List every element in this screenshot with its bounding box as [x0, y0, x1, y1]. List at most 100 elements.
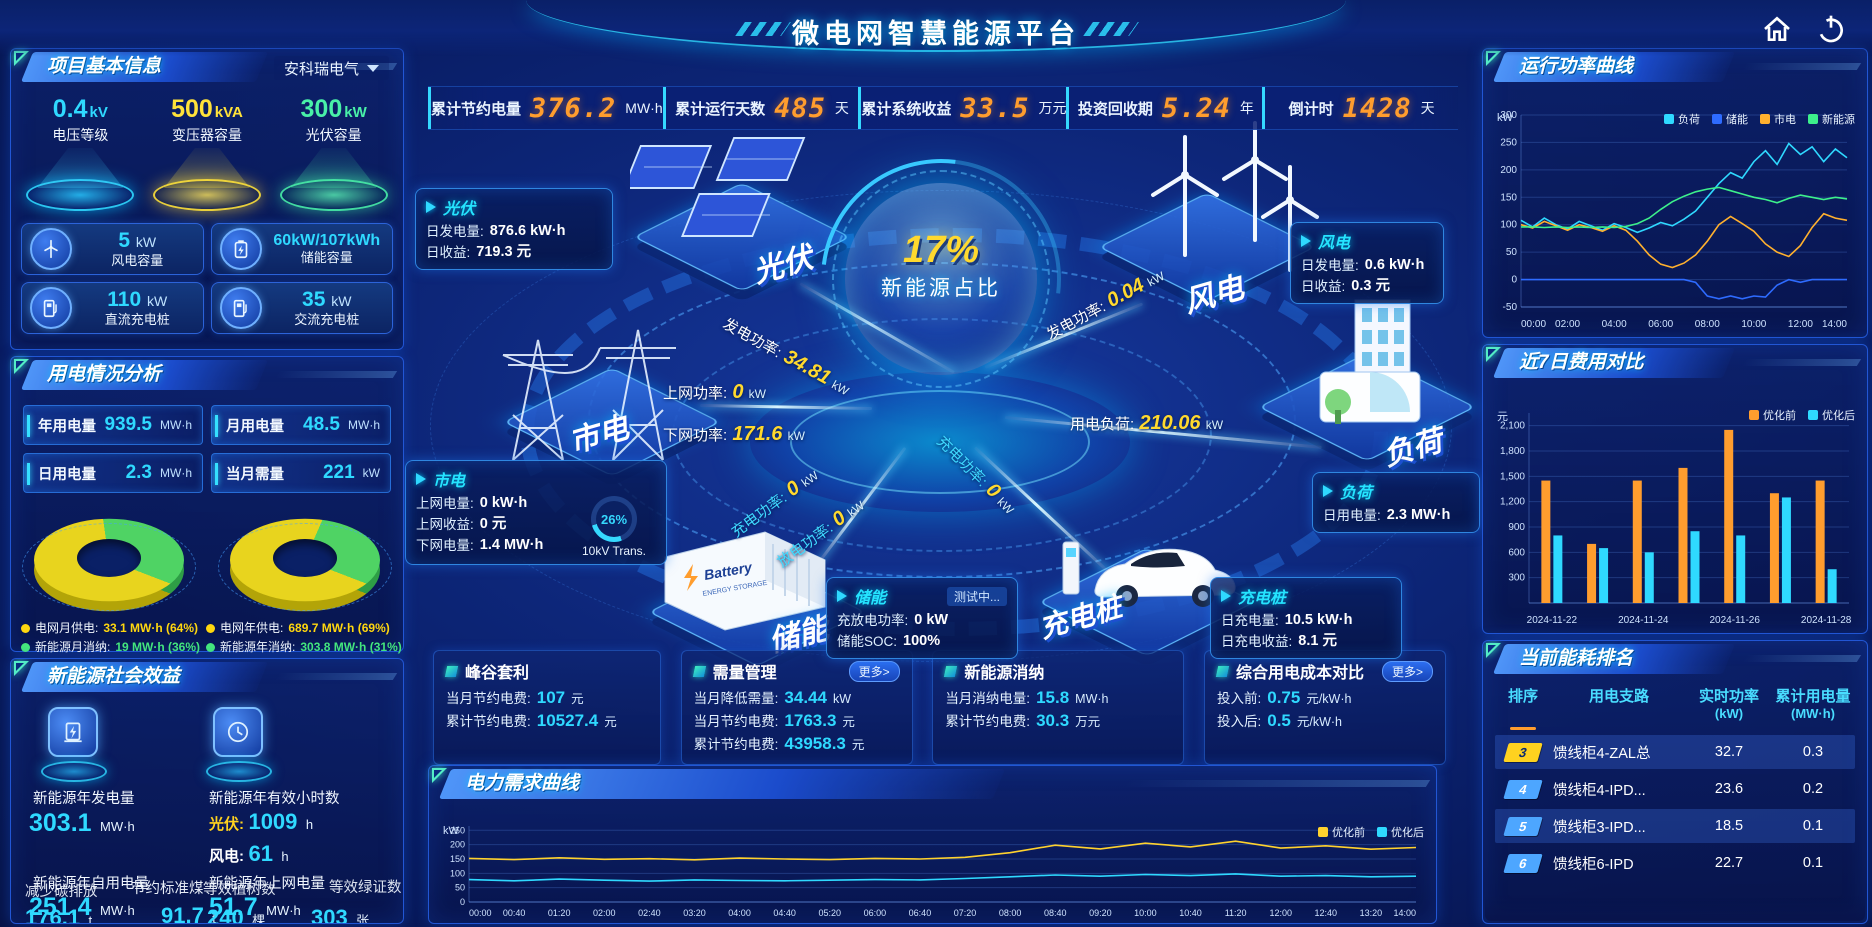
title-decor-icon	[1083, 22, 1139, 36]
legend-item: 储能	[1712, 111, 1748, 127]
table-row[interactable]: 3 馈线柜4-ZAL总 32.7 0.3	[1495, 735, 1855, 769]
chevron-right-icon	[1323, 485, 1333, 497]
summary-unit: MW·h	[1075, 692, 1109, 706]
legend-swatch-icon	[1749, 410, 1759, 420]
more-button[interactable]: 更多>	[1381, 660, 1433, 682]
svg-text:00:40: 00:40	[503, 908, 526, 918]
info-row: 上网电量: 0 kW·h	[416, 493, 572, 514]
summary-value: 0.5	[1267, 711, 1291, 730]
capacity-card-text: 5 kW 风电容量	[80, 229, 195, 268]
benefit-label: 减少碳排放	[25, 884, 98, 900]
svg-text:08:00: 08:00	[1695, 319, 1720, 329]
panel-corner-icon	[14, 661, 29, 676]
legend-value: 303.8 MW·h (31%)	[300, 640, 402, 654]
summary-label: 累计节约电费:	[446, 714, 531, 729]
table-row[interactable]: 5 馈线柜3-IPD... 18.5 0.1	[1495, 809, 1855, 843]
chart-legend: 负荷 储能 市电 新能源	[1664, 111, 1855, 127]
gauge-ring: 26%	[591, 496, 637, 542]
summary-label: 当月消纳电量:	[945, 691, 1031, 706]
branch-cell: 馈线柜4-ZAL总	[1553, 745, 1651, 762]
legend-swatch-icon	[1808, 114, 1818, 124]
svg-text:2024-11-22: 2024-11-22	[1527, 615, 1578, 625]
summary-value: 107	[536, 688, 566, 707]
panel-title: 新能源社会效益	[47, 666, 181, 687]
legend-label: 新能源年消纳:	[220, 640, 296, 654]
building-icon	[1300, 290, 1450, 445]
usage-stat-value: 939.5	[104, 414, 152, 435]
info-row: 日收益: 719.3 元	[426, 242, 602, 263]
svg-text:1,800: 1,800	[1500, 446, 1525, 457]
grid-up-flow: 上网功率: 0 kW	[663, 381, 766, 403]
capacity-cards: 5 kW 风电容量 60kW/107kWh 储能容量 110 kW 直流充电桩 35 kW 交…	[11, 211, 403, 334]
info-row: 日发电量: 0.6 kW·h	[1301, 255, 1433, 276]
kpi-stats-bar: 累计节约电量 376.2 MW·h 累计运行天数 485 天累计系统收益 33.5 万元 投资回…	[428, 86, 1458, 130]
info-value: 8.1 元	[1298, 633, 1337, 649]
summary-label: 投入前:	[1216, 691, 1262, 706]
gauge-label: 10kV Trans.	[581, 544, 647, 558]
yearly-supply-donut-chart	[218, 507, 392, 612]
summary-unit: 元/kW·h	[1296, 715, 1343, 729]
panel-demand-curve: 电力需求曲线 kW 优化前 优化后 250 200 150 100 50 0 00:00 00:…	[428, 765, 1437, 924]
title-bar: 微电网智慧能源平台	[0, 0, 1872, 56]
renewable-percentage: 17%	[902, 229, 980, 271]
status-badge: 测试中...	[946, 586, 1007, 606]
panel-corner-icon	[1486, 643, 1501, 658]
usage-stat-item: 日用电量 2.3 MW·h	[23, 453, 203, 493]
home-icon[interactable]	[1760, 13, 1796, 47]
sort-indicator[interactable]	[1510, 727, 1536, 730]
svg-text:300: 300	[1508, 573, 1525, 584]
legend-label: 新能源	[1822, 114, 1855, 126]
summary-label: 累计节约电费:	[945, 714, 1031, 729]
diamond-icon	[1215, 665, 1230, 677]
info-value: 1.4 MW·h	[479, 537, 544, 553]
branch-cell: 馈线柜6-IPD	[1553, 856, 1634, 873]
summary-row: 累计节约电费: 43958.3 元	[694, 733, 900, 756]
rank-cell: 5	[1495, 816, 1551, 836]
top-stat-value: 5.24	[1161, 92, 1231, 124]
benefit-value: 240 棵	[207, 905, 266, 924]
power-cell: 32.7	[1714, 744, 1744, 760]
info-value: 10.5 kW·h	[1284, 612, 1353, 628]
ev-car-icon	[1035, 512, 1255, 627]
summary-cards-row: 峰谷套利 当月节约电费: 107 元累计节约电费: 10527.4 元需量管理 更多> 当月降…	[433, 650, 1446, 765]
legend-label: 电网年供电:	[220, 621, 284, 635]
more-button[interactable]: 更多>	[848, 660, 900, 682]
ranking-column-header: 排序	[1507, 688, 1538, 705]
svg-text:300: 300	[1500, 110, 1517, 121]
info-rows: 日充电量: 10.5 kW·h 日充电收益: 8.1 元	[1221, 610, 1391, 652]
table-row[interactable]: 6 馈线柜6-IPD 22.7 0.1	[1495, 846, 1855, 880]
svg-text:06:00: 06:00	[864, 908, 887, 918]
capacity-card: 35 kW 交流充电桩	[210, 282, 393, 334]
diamond-icon	[444, 665, 459, 677]
usage-stat-value: 2.3	[125, 462, 152, 483]
company-dropdown[interactable]: 安科瑞电气	[273, 56, 389, 80]
info-row: 上网收益: 0 元	[416, 514, 572, 535]
info-label: 日发电量:	[426, 224, 484, 239]
svg-text:150: 150	[1500, 192, 1517, 203]
summary-card-header: 新能源消纳	[944, 659, 1171, 683]
capacity-unit: kW	[331, 293, 352, 310]
svg-text:02:00: 02:00	[1555, 319, 1580, 329]
svg-text:02:00: 02:00	[593, 908, 616, 918]
info-rows: 充放电功率: 0 kW 储能SOC: 100%	[837, 610, 1007, 652]
svg-text:11:20: 11:20	[1225, 908, 1247, 918]
power-towers-icon	[468, 310, 718, 475]
svg-text:2024-11-28: 2024-11-28	[1801, 615, 1852, 625]
usage-stat-item: 月用电量 48.5 MW·h	[211, 405, 391, 445]
svg-text:600: 600	[1508, 547, 1525, 558]
ranking-column-header: 累计用电量 (MW·h)	[1775, 688, 1851, 721]
monthly-supply-donut-chart	[22, 507, 196, 612]
table-row[interactable]: 4 馈线柜4-IPD... 23.6 0.2	[1495, 772, 1855, 806]
info-row: 日充电量: 10.5 kW·h	[1221, 610, 1391, 631]
info-value: 0.6 kW·h	[1364, 257, 1425, 273]
summary-card-header: 综合用电成本对比 更多>	[1215, 659, 1433, 683]
info-rows: 上网电量: 0 kW·h 上网收益: 0 元下网电量: 1.4 MW·h	[416, 493, 572, 558]
benefit-value: 51.7 MW·h	[209, 893, 301, 921]
pedestal-value: 500 kVA	[171, 95, 243, 123]
svg-text:-50: -50	[1503, 302, 1518, 313]
summary-card: 峰谷套利 当月节约电费: 107 元累计节约电费: 10527.4 元	[433, 650, 661, 765]
svg-text:250: 250	[450, 825, 465, 835]
pedestal-light-cone	[163, 148, 250, 188]
power-icon[interactable]	[1814, 13, 1850, 47]
summary-card: 综合用电成本对比 更多> 投入前: 0.75 元/kW·h 投入后: 0.5 元/kW·h	[1203, 650, 1446, 765]
